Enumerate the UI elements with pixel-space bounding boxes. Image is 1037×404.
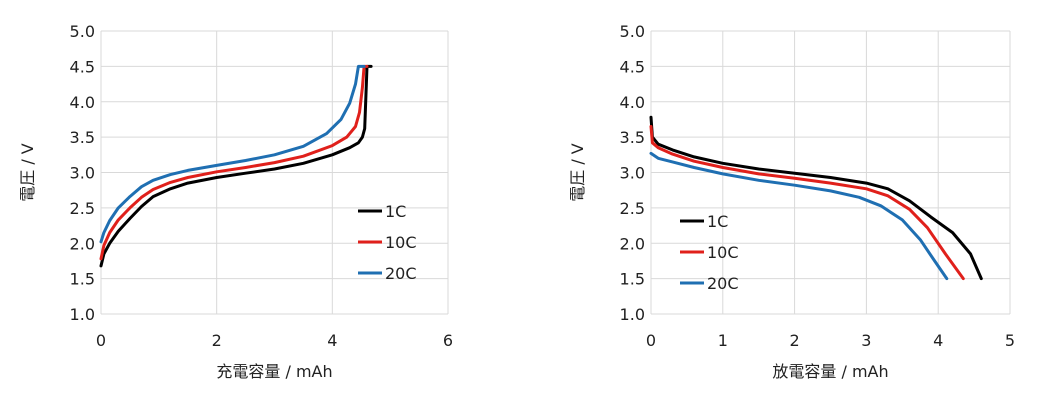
y-tick-label: 5.0: [620, 22, 645, 41]
legend-label-1c: 1C: [707, 212, 728, 231]
y-tick-label: 4.0: [70, 93, 95, 112]
x-tick-label: 2: [790, 331, 800, 350]
x-tick-label: 5: [1005, 331, 1015, 350]
legend-label-1c: 1C: [385, 202, 406, 221]
series-line-20c: [99, 64, 366, 244]
series-line-1c: [99, 64, 373, 268]
y-axis-title: 電圧 / V: [18, 143, 37, 202]
y-tick-label: 1.5: [70, 270, 95, 289]
y-tick-label: 2.5: [70, 199, 95, 218]
series-line-10c: [649, 125, 965, 281]
y-tick-label: 5.0: [70, 22, 95, 41]
x-tick-label: 6: [443, 331, 453, 350]
x-axis-title: 放電容量 / mAh: [772, 362, 888, 381]
x-axis-title: 充電容量 / mAh: [216, 362, 332, 381]
y-tick-label: 4.5: [620, 57, 645, 76]
legend-label-20c: 20C: [385, 264, 417, 283]
legend-label-10c: 10C: [707, 243, 739, 262]
y-tick-label: 2.5: [620, 199, 645, 218]
x-tick-label: 0: [646, 331, 656, 350]
y-tick-label: 2.0: [70, 234, 95, 253]
discharge-chart: 1.0 1.5 2.0 2.5 3.0 3.5 4.0 4.5 5.0 0 1 2 3 4 5 放電容量 / …: [568, 22, 1015, 381]
y-tick-label: 1.5: [620, 270, 645, 289]
y-tick-label: 4.0: [620, 93, 645, 112]
y-axis-title: 電圧 / V: [568, 143, 587, 202]
y-tick-label: 3.5: [70, 128, 95, 147]
y-tick-label: 3.5: [620, 128, 645, 147]
y-tick-label: 3.0: [70, 164, 95, 183]
series-line-20c: [649, 151, 949, 281]
y-tick-label: 1.0: [70, 305, 95, 324]
charge-chart: 1.0 1.5 2.0 2.5 3.0 3.5 4.0 4.5 5.0 0 2 4 6 充電容量 / mA…: [18, 22, 453, 381]
x-tick-label: 1: [718, 331, 728, 350]
series-line-10c: [99, 64, 369, 261]
x-tick-label: 3: [861, 331, 871, 350]
y-tick-label: 2.0: [620, 234, 645, 253]
x-tick-label: 4: [327, 331, 337, 350]
y-tick-label: 3.0: [620, 164, 645, 183]
y-tick-label: 4.5: [70, 57, 95, 76]
series-line-1c: [649, 115, 983, 281]
x-tick-label: 2: [212, 331, 222, 350]
y-tick-label: 1.0: [620, 305, 645, 324]
x-tick-label: 4: [933, 331, 943, 350]
x-tick-label: 0: [96, 331, 106, 350]
legend-label-10c: 10C: [385, 233, 417, 252]
legend-label-20c: 20C: [707, 274, 739, 293]
